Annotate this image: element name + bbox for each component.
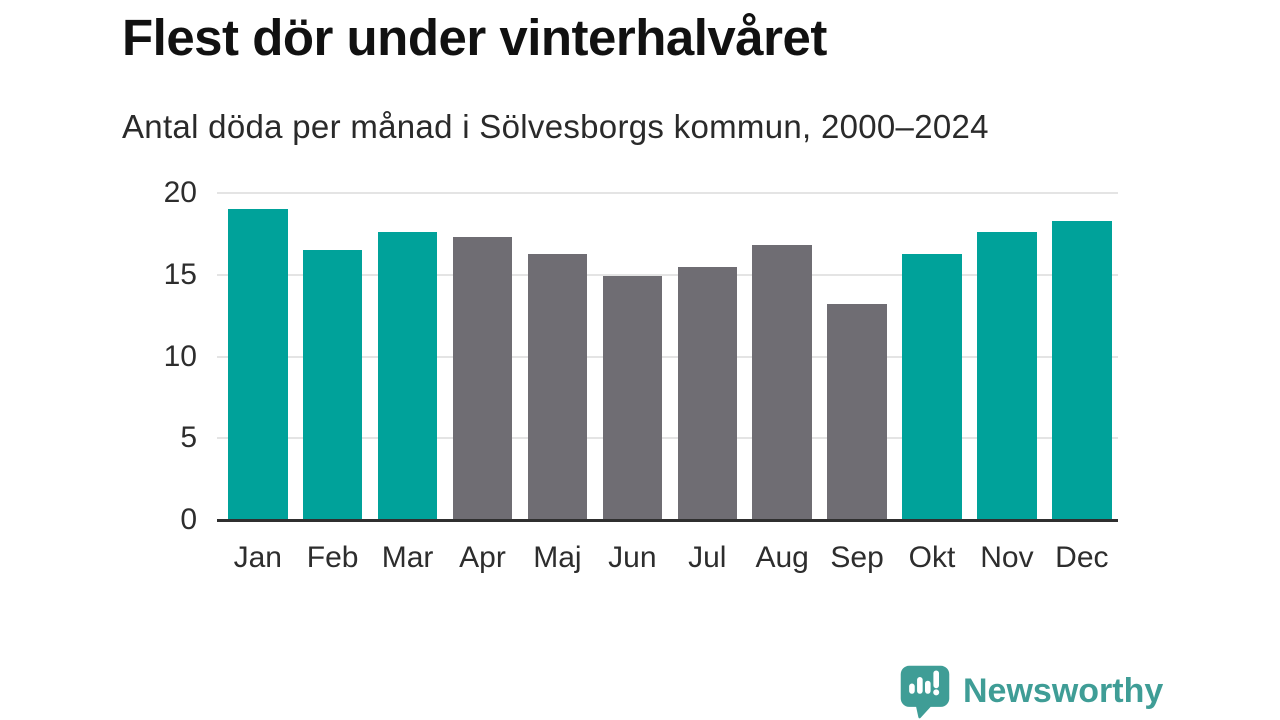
gridline-y20 [217,192,1118,194]
bar-chart-speech-bubble-icon [900,665,950,719]
y-tick-label-15: 15 [163,257,197,291]
x-tick-label-dec: Dec [1055,541,1109,574]
chart-subtitle: Antal döda per månad i Sölvesborgs kommu… [122,108,989,145]
gridline-y10 [217,355,1118,358]
bar-dec [1052,220,1112,520]
y-tick-label-10: 10 [163,339,197,373]
y-tick-label-0: 0 [180,503,197,536]
x-tick-label-apr: Apr [459,541,506,574]
bar-feb [302,250,363,520]
bar-jun [602,276,663,520]
bar-jul [677,266,738,520]
brand-name: Newsworthy [963,671,1164,710]
x-tick-label-maj: Maj [533,541,582,574]
x-axis-line [217,519,1118,522]
x-tick-label-aug: Aug [755,541,809,574]
bar-jan [228,209,288,520]
x-tick-label-okt: Okt [908,541,956,574]
bar-sep [827,304,887,520]
chart-title: Flest dör under vinterhalvåret [122,9,827,66]
x-tick-label-mar: Mar [381,541,434,574]
x-tick-label-sep: Sep [830,541,884,574]
bar-mar [377,232,438,520]
bar-okt [902,253,962,520]
y-tick-label-20: 20 [163,176,197,209]
x-tick-label-jul: Jul [688,541,727,574]
bar-aug [752,245,812,520]
bar-apr [452,237,513,520]
gridline-y5 [217,437,1118,440]
y-tick-label-5: 5 [180,421,197,455]
bar-maj [527,253,588,520]
x-tick-label-jun: Jun [608,541,657,574]
gridline-y15 [217,273,1118,276]
bar-nov [977,232,1037,520]
newsworthy-logo: Newsworthy [897,663,1163,719]
x-tick-label-nov: Nov [980,541,1034,574]
plot-area [217,192,1118,522]
x-tick-label-jan: Jan [233,541,282,574]
x-tick-label-feb: Feb [306,541,359,574]
